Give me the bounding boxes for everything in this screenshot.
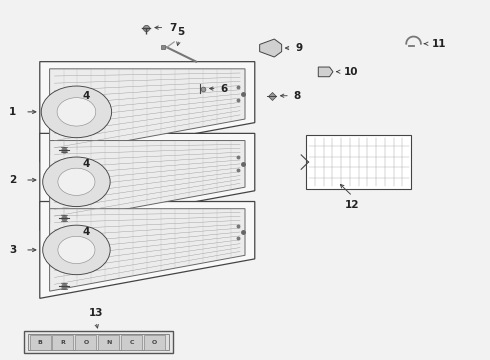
Polygon shape <box>40 62 255 162</box>
Text: 5: 5 <box>177 27 184 37</box>
Polygon shape <box>49 209 245 291</box>
Polygon shape <box>40 134 255 230</box>
FancyBboxPatch shape <box>145 335 165 350</box>
Text: O: O <box>152 340 157 345</box>
Text: 9: 9 <box>295 43 302 53</box>
FancyBboxPatch shape <box>28 334 169 350</box>
Circle shape <box>43 225 110 275</box>
Text: 7: 7 <box>169 23 176 33</box>
Text: 12: 12 <box>345 200 360 210</box>
FancyBboxPatch shape <box>306 135 411 189</box>
Text: O: O <box>83 340 89 345</box>
Text: 8: 8 <box>294 91 301 101</box>
Text: 1: 1 <box>9 107 17 117</box>
FancyBboxPatch shape <box>52 335 74 350</box>
FancyBboxPatch shape <box>75 335 97 350</box>
Text: 6: 6 <box>220 84 228 94</box>
Circle shape <box>58 168 95 195</box>
Text: 10: 10 <box>344 67 359 77</box>
Text: 4: 4 <box>82 91 90 101</box>
FancyBboxPatch shape <box>29 335 50 350</box>
Text: 13: 13 <box>89 308 103 318</box>
Text: 11: 11 <box>432 39 446 49</box>
Circle shape <box>43 157 110 207</box>
Polygon shape <box>40 202 255 298</box>
Text: C: C <box>130 340 134 345</box>
Text: B: B <box>38 340 43 345</box>
Circle shape <box>57 98 96 126</box>
Text: N: N <box>106 340 112 345</box>
Polygon shape <box>260 39 282 57</box>
Circle shape <box>58 236 95 264</box>
Text: 4: 4 <box>82 227 90 237</box>
FancyBboxPatch shape <box>98 335 120 350</box>
Polygon shape <box>318 67 333 77</box>
Text: 3: 3 <box>9 245 17 255</box>
FancyBboxPatch shape <box>122 335 143 350</box>
FancyBboxPatch shape <box>24 331 173 353</box>
Polygon shape <box>49 140 245 223</box>
Text: R: R <box>61 340 66 345</box>
Text: 4: 4 <box>82 159 90 169</box>
Text: 2: 2 <box>9 175 17 185</box>
Circle shape <box>41 86 112 138</box>
Polygon shape <box>49 69 245 155</box>
